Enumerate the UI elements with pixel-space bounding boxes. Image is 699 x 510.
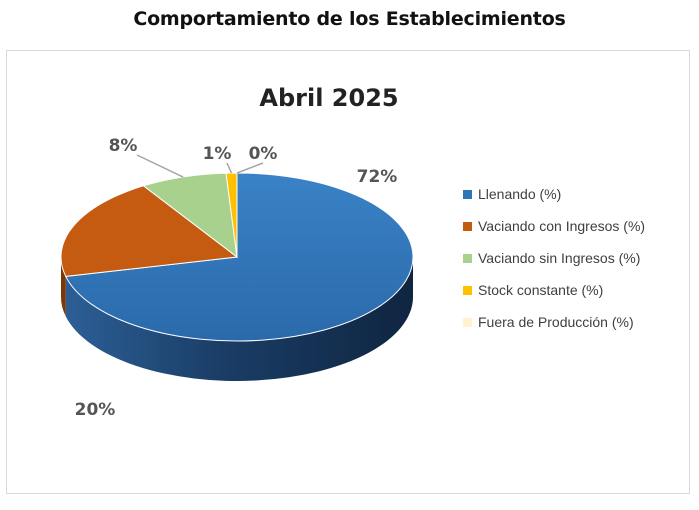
data-labels: 72% 20% 8% 1% 0%: [75, 136, 398, 420]
legend-label-stock-constante: Stock constante (%): [478, 282, 603, 298]
leader-lines: [136, 154, 264, 178]
legend-label-vaciando-sin-ingresos: Vaciando sin Ingresos (%): [478, 250, 640, 266]
legend-swatch-fuera-de-produccion: [463, 318, 472, 327]
legend: Llenando (%) Vaciando con Ingresos (%) Vac…: [463, 186, 645, 330]
data-label-vaciando-con-ingresos: 20%: [75, 400, 116, 420]
legend-label-vaciando-con-ingresos: Vaciando con Ingresos (%): [478, 218, 645, 234]
leader-line-stock-constante: [226, 162, 233, 174]
pie-slice-vaciando-con-ingresos: [60, 185, 239, 277]
legend-swatch-llenando: [463, 190, 472, 199]
pie-slice-side-vaciando-con-ingresos: [61, 257, 66, 317]
pie-chart: Abril 2025 72% 20% 8% 1% 0% Llenando (%) Vaci…: [60, 84, 645, 420]
leader-line-fuera-de-produccion: [236, 162, 264, 174]
pie-slice-side-llenando: [65, 257, 413, 382]
pie-sides: [61, 257, 413, 382]
data-label-vaciando-sin-ingresos: 8%: [109, 136, 138, 156]
chart-container: Abril 2025 72% 20% 8% 1% 0% Llenando (%) Vaci…: [6, 50, 690, 494]
legend-swatch-stock-constante: [463, 286, 472, 295]
page-heading: Comportamiento de los Establecimientos: [133, 8, 566, 30]
leader-line-vaciando-sin-ingresos: [136, 154, 184, 178]
legend-label-llenando: Llenando (%): [478, 186, 561, 202]
data-label-fuera-de-produccion: 0%: [249, 144, 278, 164]
legend-swatch-vaciando-con-ingresos: [463, 222, 472, 231]
chart-title: Abril 2025: [259, 84, 398, 112]
data-label-stock-constante: 1%: [203, 144, 232, 164]
pie-slice-llenando: [64, 172, 414, 342]
data-label-llenando: 72%: [357, 167, 398, 187]
pie-group: [60, 172, 414, 382]
pie-tops: [60, 172, 414, 342]
legend-swatch-vaciando-sin-ingresos: [463, 254, 472, 263]
legend-label-fuera-de-produccion: Fuera de Producción (%): [478, 314, 634, 330]
